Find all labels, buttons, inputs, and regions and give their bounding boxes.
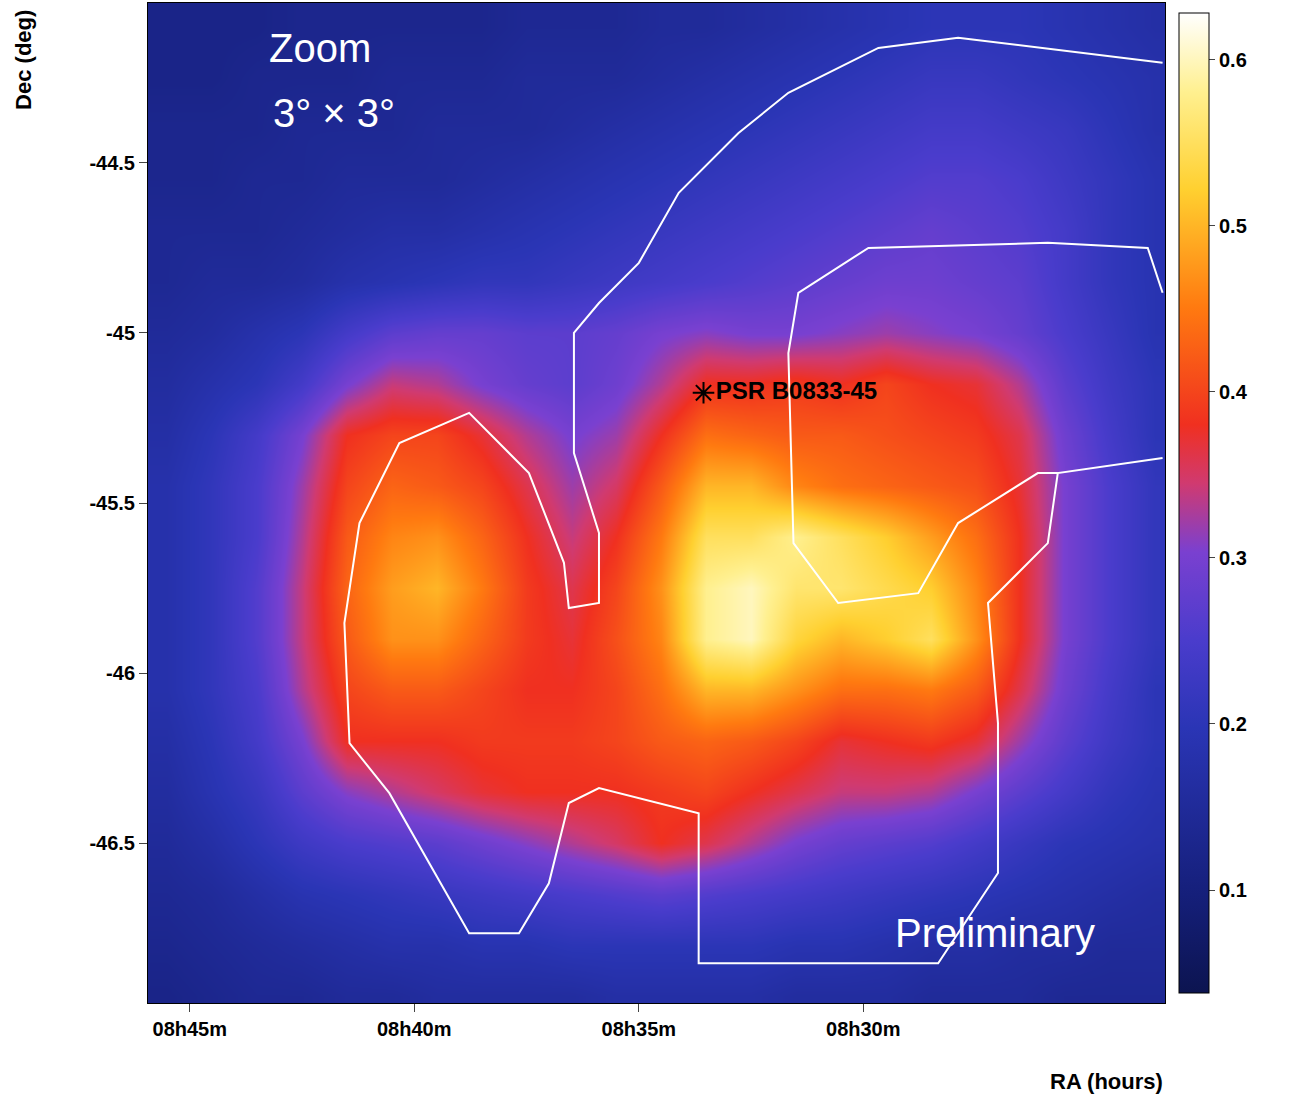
svg-text:0.1: 0.1	[1219, 879, 1247, 901]
svg-text:08h45m: 08h45m	[153, 1018, 228, 1040]
svg-text:-46.5: -46.5	[89, 832, 135, 854]
svg-text:-46: -46	[106, 662, 135, 684]
svg-text:Zoom: Zoom	[269, 26, 371, 70]
svg-text:-45: -45	[106, 322, 135, 344]
svg-text:08h30m: 08h30m	[826, 1018, 901, 1040]
svg-text:Preliminary: Preliminary	[895, 911, 1095, 955]
svg-text:-45.5: -45.5	[89, 492, 135, 514]
svg-text:0.6: 0.6	[1219, 49, 1247, 71]
svg-text:-44.5: -44.5	[89, 152, 135, 174]
svg-text:PSR B0833-45: PSR B0833-45	[716, 377, 877, 404]
svg-text:Dec (deg): Dec (deg)	[11, 10, 36, 110]
svg-text:RA (hours): RA (hours)	[1050, 1069, 1163, 1094]
svg-text:0.3: 0.3	[1219, 547, 1247, 569]
svg-text:0.2: 0.2	[1219, 713, 1247, 735]
svg-text:0.5: 0.5	[1219, 215, 1247, 237]
svg-text:3° × 3°: 3° × 3°	[273, 91, 395, 135]
svg-text:0.4: 0.4	[1219, 381, 1248, 403]
svg-text:08h35m: 08h35m	[602, 1018, 677, 1040]
svg-text:08h40m: 08h40m	[377, 1018, 452, 1040]
